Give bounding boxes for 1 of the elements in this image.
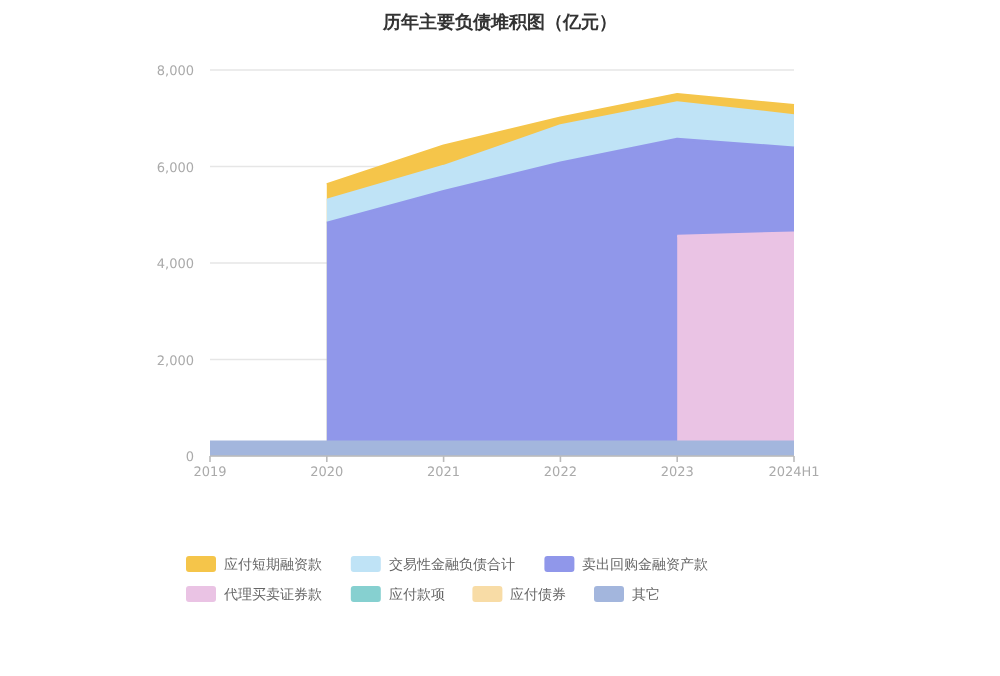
chart-title: 历年主要负债堆积图（亿元） xyxy=(381,12,617,34)
